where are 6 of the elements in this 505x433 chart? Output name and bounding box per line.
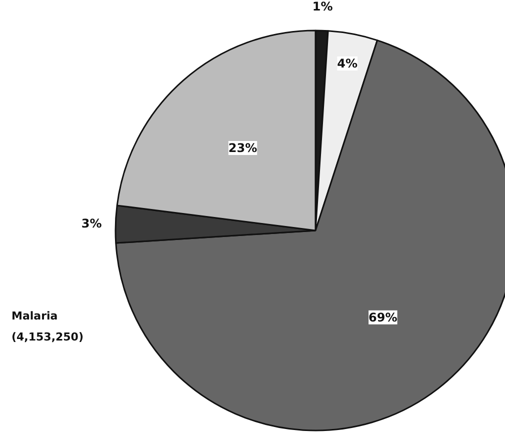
data-label: 23% xyxy=(228,140,258,155)
data-label: 69% xyxy=(368,310,398,324)
text: Malaria (4,153,250) xyxy=(12,310,84,344)
data-label: 4% xyxy=(337,56,358,71)
data-label: 1% xyxy=(312,0,333,14)
data-label: 3% xyxy=(81,216,102,230)
